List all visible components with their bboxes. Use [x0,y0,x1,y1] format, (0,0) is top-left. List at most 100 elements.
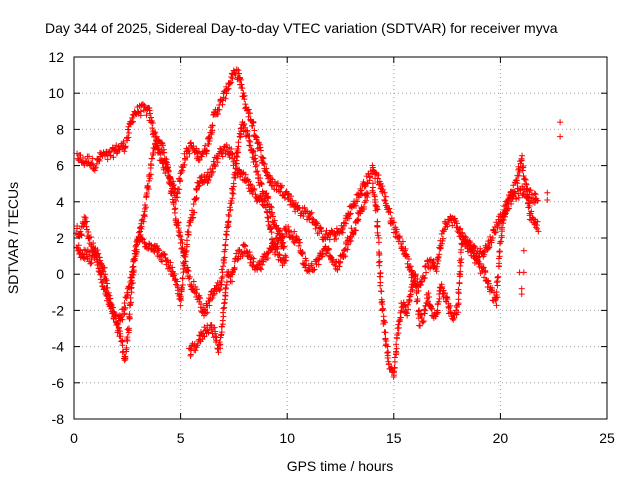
data-point-track-c [202,310,209,317]
data-point-track-e [499,228,506,235]
data-point-track-e [516,165,523,172]
data-point-track-d [215,349,222,356]
data-point-track-d [194,342,201,349]
data-point-track-e [453,304,460,311]
data-point-track-e [502,210,509,217]
data-point-track-a [170,181,177,188]
data-point-track-a [238,81,245,88]
data-point-track-b [141,239,148,246]
data-point-track-c [235,139,242,146]
data-point-track-b [204,169,211,176]
data-point-track-b [214,155,221,162]
data-point-track-c [237,125,244,132]
data-point-track-b [219,153,226,160]
data-point-track-e [458,246,465,253]
data-point-track-d [217,341,224,348]
data-point-track-a [345,215,352,222]
data-point-track-e [505,198,512,205]
data-point-track-e [520,172,527,179]
data-point-track-a [481,251,488,258]
data-point-track-c [264,201,271,208]
data-point-track-a [203,147,210,154]
data-point-track-e [384,343,391,350]
data-point-track-e [383,338,390,345]
data-point-track-e [495,263,502,270]
data-point-track-a [494,224,501,231]
data-point-track-c [221,254,228,261]
data-point-track-b [267,226,274,233]
data-point-track-a [229,75,236,82]
data-point-track-a [451,215,458,222]
data-point-track-a [205,140,212,147]
data-point-track-e [434,309,441,316]
data-point-track-e [520,164,527,171]
data-point-track-d [229,278,236,285]
data-point-track-c [78,232,85,239]
data-point-track-a [408,274,415,281]
data-point-track-e [395,321,402,328]
data-point-track-a [147,114,154,121]
data-point-track-b [159,258,166,265]
data-point-track-c [193,286,200,293]
data-point-track-c [217,286,224,293]
data-point-track-b [190,214,197,221]
data-point-track-b [83,251,90,258]
data-point-track-c [138,223,145,230]
data-point-track-a [379,183,386,190]
data-point-track-f [544,196,551,203]
data-point-track-f [557,133,564,140]
data-point-track-e [471,250,478,257]
plot-frame [73,56,608,420]
data-point-track-a [435,253,442,260]
data-point-track-a [317,225,324,232]
data-point-track-e [447,309,454,316]
data-point-track-e [503,205,510,212]
data-point-track-e [535,228,542,235]
data-point-track-d [220,313,227,320]
data-point-track-b [98,260,105,267]
data-point-track-b [198,173,205,180]
data-point-track-c [145,186,152,193]
data-point-track-a [301,204,308,211]
data-point-track-c [133,249,140,256]
data-point-track-a [176,178,183,185]
data-point-track-b [177,302,184,309]
data-point-track-d [272,244,279,251]
data-point-track-c [127,274,134,281]
data-point-track-c [269,213,276,220]
data-point-track-a [491,223,498,230]
data-point-track-e [516,168,523,175]
data-point-track-b [229,150,236,157]
data-point-track-d [234,256,241,263]
data-point-track-e [417,322,424,329]
data-point-track-b [87,260,94,267]
chart-title: Day 344 of 2025, Sidereal Day-to-day VTE… [45,20,558,36]
data-point-track-e [374,223,381,230]
data-point-track-b [191,209,198,216]
data-point-track-a [289,197,296,204]
data-point-track-c [233,160,240,167]
data-point-track-a [406,264,413,271]
data-point-track-b [119,349,126,356]
data-point-track-a [421,274,428,281]
data-point-track-e [395,324,402,331]
data-point-track-e [409,281,416,288]
data-point-track-a [196,156,203,163]
data-point-track-a [137,108,144,115]
data-point-track-c [159,142,166,149]
data-point-track-c [144,182,151,189]
data-point-track-b [189,215,196,222]
data-point-track-b [129,264,136,271]
data-point-track-c [184,264,191,271]
data-point-track-b [196,182,203,189]
data-point-track-b [75,242,82,249]
data-point-track-e [534,225,541,232]
data-point-track-d [264,255,271,262]
data-point-track-b [161,251,168,258]
data-point-track-d [192,347,199,354]
data-point-track-f [518,285,525,292]
data-point-track-c [94,262,101,269]
data-point-track-a [333,235,340,242]
data-point-track-a [386,205,393,212]
data-point-track-d [218,323,225,330]
